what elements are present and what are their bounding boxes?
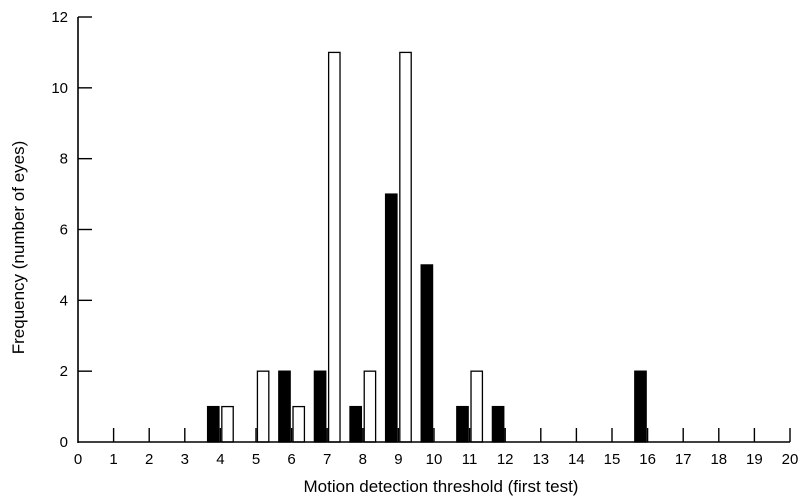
x-tick-label: 8 — [359, 451, 367, 468]
x-tick-label: 19 — [746, 451, 763, 468]
x-axis-title: Motion detection threshold (first test) — [304, 477, 579, 496]
x-tick-label: 4 — [216, 451, 224, 468]
y-tick-label: 2 — [60, 363, 68, 380]
x-tick-label: 10 — [426, 451, 443, 468]
x-tick-label: 9 — [394, 451, 402, 468]
x-tick-label: 12 — [497, 451, 514, 468]
open-bar — [363, 370, 377, 443]
y-axis-title: Frequency (number of eyes) — [9, 141, 28, 355]
filled-bar — [313, 370, 327, 443]
open-bar — [292, 405, 306, 443]
x-tick-label: 15 — [604, 451, 621, 468]
x-tick-label: 20 — [782, 451, 799, 468]
x-tick-label: 14 — [568, 451, 585, 468]
x-tick-label: 16 — [639, 451, 656, 468]
y-tick-label: 0 — [60, 434, 68, 451]
x-tick-label: 1 — [109, 451, 117, 468]
filled-bar — [634, 370, 647, 443]
x-tick-label: 7 — [323, 451, 331, 468]
x-tick-label: 3 — [181, 451, 189, 468]
filled-bar — [278, 370, 291, 443]
open-bar — [399, 51, 412, 443]
y-tick-label: 10 — [51, 80, 68, 97]
y-axis-ticks: 0 2 4 6 8 10 12 — [51, 9, 92, 451]
filled-bar — [456, 405, 469, 443]
filled-bar — [206, 405, 220, 443]
x-axis-ticks: 0 1 2 3 4 5 6 7 8 9 10 11 12 13 14 15 16 17 18 19 20 — [74, 428, 799, 468]
y-tick-label: 4 — [60, 292, 68, 309]
y-tick-label: 8 — [60, 151, 68, 168]
filled-bar — [349, 405, 363, 443]
open-bar — [470, 370, 484, 443]
filled-bar — [491, 405, 505, 443]
y-tick-label: 6 — [60, 222, 68, 239]
open-bar — [327, 51, 341, 443]
x-tick-label: 6 — [287, 451, 295, 468]
x-tick-label: 5 — [252, 451, 260, 468]
x-tick-label: 17 — [675, 451, 692, 468]
x-tick-label: 18 — [710, 451, 727, 468]
open-bar — [221, 405, 234, 443]
y-tick-label: 12 — [51, 9, 68, 26]
x-tick-label: 2 — [145, 451, 153, 468]
x-tick-label: 0 — [74, 451, 82, 468]
bars-group — [206, 51, 647, 443]
open-bar — [256, 370, 270, 443]
x-tick-label: 11 — [462, 451, 478, 468]
x-tick-label: 13 — [532, 451, 549, 468]
filled-bar — [384, 193, 398, 443]
filled-bar — [420, 264, 434, 443]
